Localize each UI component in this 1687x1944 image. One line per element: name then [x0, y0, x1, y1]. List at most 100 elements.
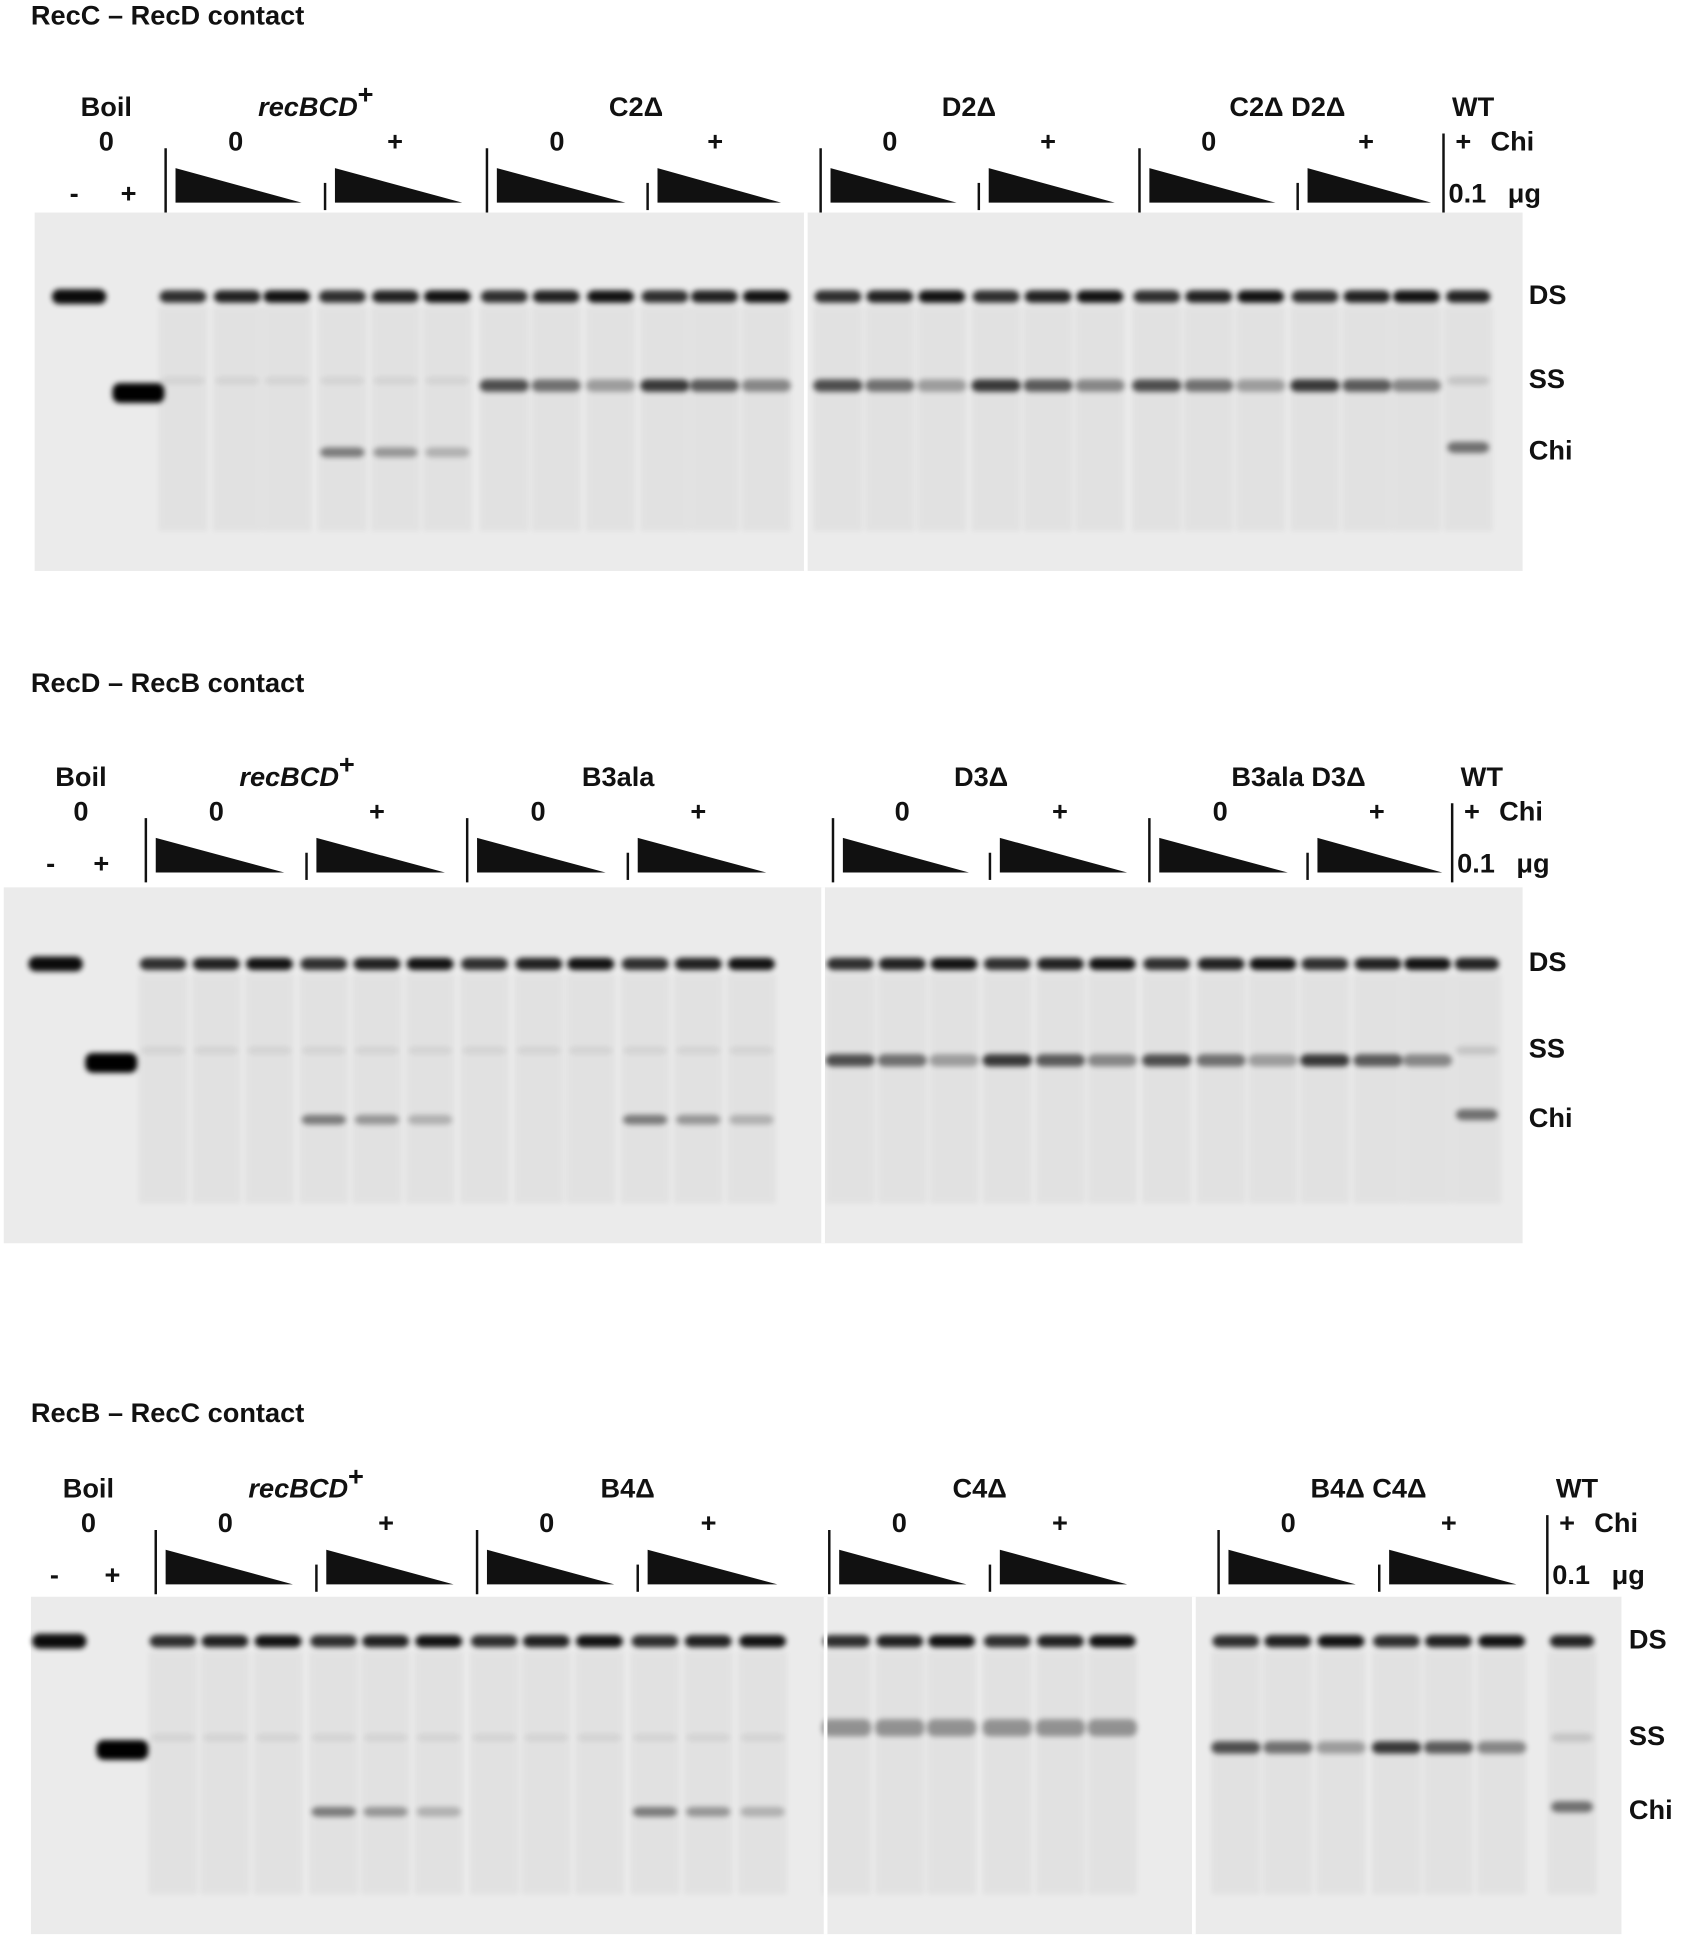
- gel-band: [684, 1635, 732, 1648]
- gel-band: [215, 376, 260, 385]
- lane-smear: [1263, 1651, 1312, 1894]
- gel-band: [1263, 1741, 1313, 1754]
- lane-smear: [1372, 1651, 1421, 1894]
- lane-smear: [1184, 306, 1233, 531]
- chi-label: 0: [895, 795, 910, 826]
- chi-label: 0: [218, 1507, 233, 1538]
- band-label: Chi: [1629, 1794, 1673, 1825]
- lane-smear: [727, 974, 776, 1204]
- chi-label: +: [1559, 1507, 1575, 1538]
- gel-band: [532, 290, 580, 303]
- gel-band: [930, 957, 978, 971]
- lane-smear: [200, 1651, 249, 1894]
- dilution-wedge: [1307, 168, 1432, 203]
- dilution-wedge: [1149, 168, 1276, 203]
- gel-band: [740, 1733, 785, 1742]
- dilution-wedge: [830, 168, 957, 203]
- gel-band: [983, 1635, 1031, 1648]
- gel-band: [685, 1733, 731, 1742]
- lane-smear: [245, 974, 294, 1204]
- dilution-wedge: [1159, 837, 1288, 873]
- group-label: Boil: [63, 1473, 114, 1504]
- group-label: Boil: [55, 761, 106, 792]
- lane-smear: [253, 1651, 302, 1894]
- chi-label: 0: [1201, 126, 1216, 157]
- lane-smear: [1075, 306, 1124, 531]
- dilution-wedge: [637, 837, 767, 873]
- chi-label: 0: [99, 126, 114, 157]
- lane-smear: [531, 306, 580, 531]
- gel-band: [1551, 1801, 1594, 1813]
- gel-band: [1392, 290, 1440, 303]
- gel-band: [632, 1733, 678, 1742]
- gel-band: [354, 1046, 400, 1055]
- group-label: B4Δ: [601, 1473, 655, 1504]
- group-label: recBCD: [248, 1473, 348, 1504]
- band-label: Chi: [1529, 435, 1573, 466]
- gel-band: [1476, 1741, 1527, 1754]
- band-label: DS: [1529, 279, 1567, 310]
- lane-smear: [470, 1651, 519, 1894]
- lane-label: -: [70, 177, 79, 208]
- gel-band: [1300, 1054, 1350, 1067]
- gel-band: [971, 379, 1021, 392]
- lane-smear: [514, 974, 563, 1204]
- gel-band: [1317, 1635, 1365, 1648]
- chi-row-label: Chi: [1594, 1507, 1638, 1538]
- dilution-wedge: [477, 837, 606, 873]
- gel-band: [310, 1635, 358, 1648]
- group-label: WT: [1461, 761, 1504, 792]
- lane-label: +: [121, 177, 137, 208]
- lane-smear: [1132, 306, 1181, 531]
- gel-band: [568, 1046, 614, 1055]
- gel-band: [982, 1054, 1032, 1067]
- chi-label: +: [387, 126, 403, 157]
- gel-band: [729, 1046, 774, 1055]
- chi-label: +: [1441, 1507, 1457, 1538]
- gel-band: [621, 957, 669, 971]
- gel-band: [823, 1635, 871, 1648]
- lane-smear: [192, 974, 241, 1204]
- lane-smear: [1424, 1651, 1473, 1894]
- superscript: +: [339, 748, 355, 779]
- dilution-wedge: [486, 1549, 615, 1585]
- dilution-wedge: [1228, 1549, 1356, 1585]
- gel-band: [425, 447, 470, 458]
- gel-band: [729, 1114, 774, 1125]
- chi-label: +: [1052, 795, 1068, 826]
- gel-band: [1075, 379, 1125, 392]
- lane-smear: [822, 1651, 871, 1894]
- chi-label: +: [1369, 795, 1385, 826]
- group-label: D2Δ: [942, 91, 996, 122]
- gel-band: [1343, 290, 1391, 303]
- chi-label: +: [1040, 126, 1056, 157]
- gel-band: [1551, 1733, 1594, 1742]
- gel-band: [1264, 1635, 1312, 1648]
- lane-smear: [480, 306, 529, 531]
- chi-label: 0: [73, 795, 88, 826]
- gel-band: [1036, 1635, 1084, 1648]
- gel-band: [875, 1719, 925, 1737]
- gel-band: [318, 290, 366, 303]
- gel-band: [641, 290, 689, 303]
- gel-band: [1212, 1635, 1260, 1648]
- gel-band: [472, 1733, 517, 1742]
- gel-band: [577, 1733, 622, 1742]
- lane-smear: [630, 1651, 679, 1894]
- dilution-wedge: [334, 168, 463, 203]
- gel-band: [1087, 1719, 1138, 1737]
- gel-band: [928, 1635, 976, 1648]
- gel-band: [877, 1054, 927, 1067]
- chi-row-label: Chi: [1499, 795, 1543, 826]
- lane-smear: [213, 306, 262, 531]
- gel-band: [255, 1733, 301, 1742]
- gel-band: [1133, 290, 1181, 303]
- dilution-wedge: [496, 168, 626, 203]
- group-label: WT: [1452, 91, 1495, 122]
- dilution-wedge: [988, 168, 1115, 203]
- chi-label: +: [378, 1507, 394, 1538]
- chi-label: 0: [549, 126, 564, 157]
- gel-band: [1132, 379, 1182, 392]
- gel-band: [1447, 376, 1490, 385]
